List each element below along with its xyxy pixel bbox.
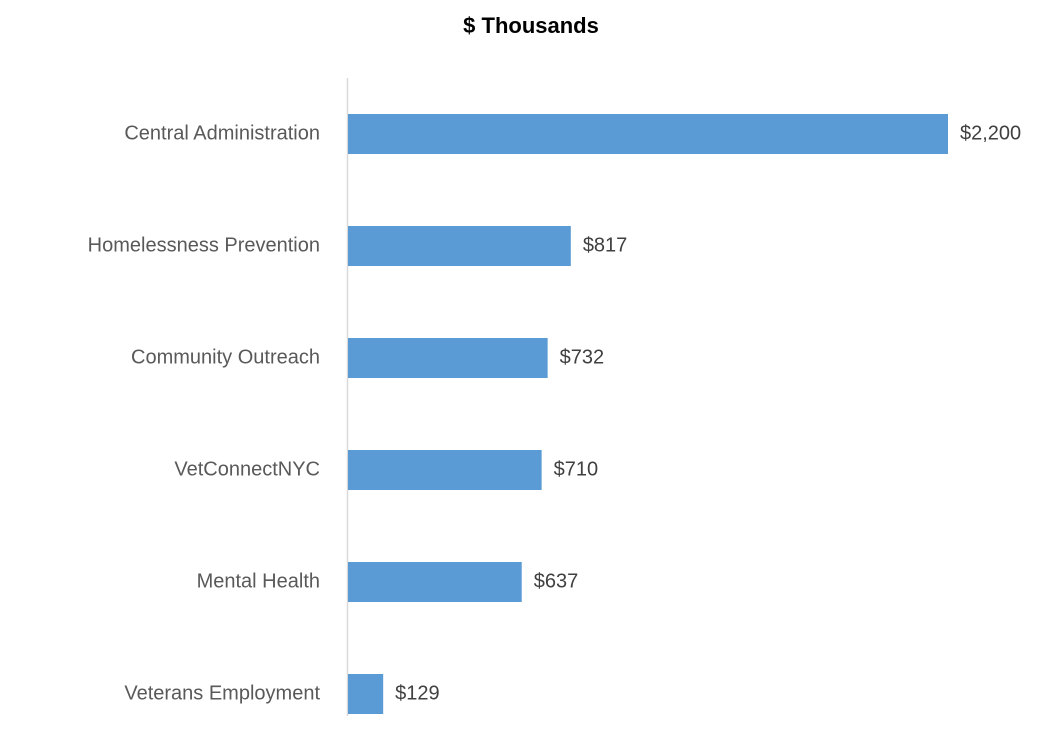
bar (348, 338, 548, 378)
chart-title: $ Thousands (463, 13, 599, 38)
category-label: Homelessness Prevention (88, 234, 320, 256)
value-label: $2,200 (960, 122, 1021, 144)
category-label: Mental Health (197, 570, 320, 592)
category-label: Veterans Employment (124, 682, 320, 704)
category-label: Community Outreach (131, 346, 320, 368)
bar (348, 114, 948, 154)
bar (348, 674, 384, 714)
bar (348, 226, 571, 266)
value-label: $637 (534, 570, 579, 592)
bar (348, 450, 542, 490)
value-label: $732 (560, 346, 605, 368)
category-label: Central Administration (124, 122, 320, 144)
value-label: $817 (583, 234, 628, 256)
category-label: VetConnectNYC (174, 458, 320, 480)
value-label: $710 (554, 458, 599, 480)
value-label: $129 (395, 682, 440, 704)
bar (348, 562, 522, 602)
